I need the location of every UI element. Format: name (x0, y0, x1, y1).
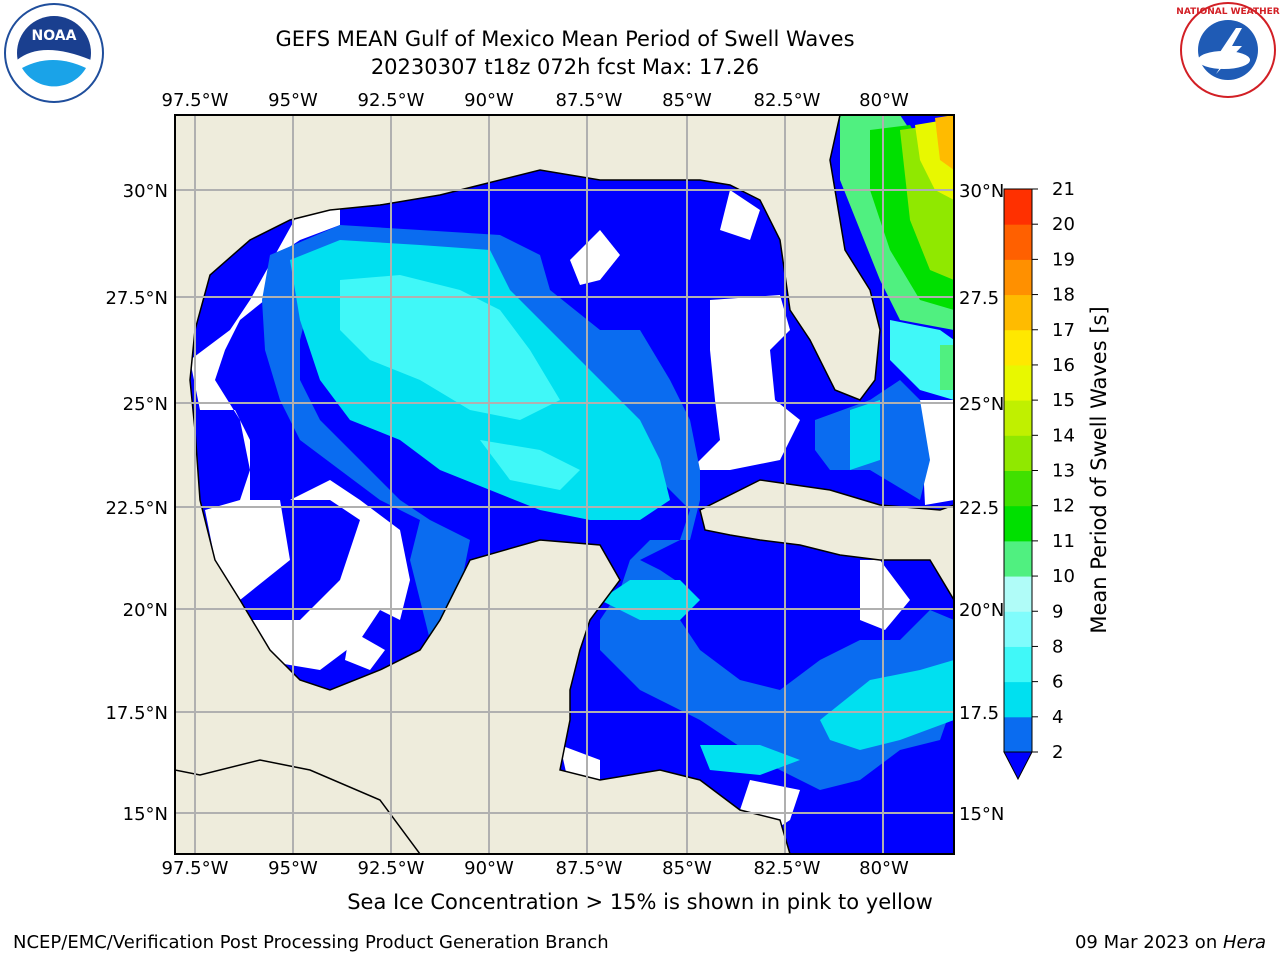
sea-ice-caption: Sea Ice Concentration > 15% is shown in … (347, 890, 933, 914)
colorbar-segment (1004, 224, 1032, 260)
lat-label: 20°N (123, 600, 168, 621)
lon-label: 97.5°W (162, 858, 229, 879)
colorbar-tick-label: 20 (1052, 214, 1075, 235)
lon-label: 85°W (662, 858, 712, 879)
lat-label: 22.5°N (105, 498, 168, 519)
colorbar-tick-label: 21 (1052, 179, 1075, 200)
lat-label: 25°N (123, 394, 168, 415)
colorbar-tick-label: 19 (1052, 249, 1075, 270)
lat-label: 30°N (959, 181, 1004, 202)
colorbar-tick-label: 8 (1052, 636, 1063, 657)
lat-labels-left: 30°N 27.5°N 25°N 22.5°N 20°N 17.5°N 15°N (105, 181, 168, 825)
colorbar-extend-arrow (1003, 751, 1033, 781)
lat-label: 22.5 (959, 498, 999, 519)
lon-label: 95°W (268, 858, 318, 879)
lon-label: 80°W (859, 858, 909, 879)
lon-label: 80°W (859, 90, 909, 111)
colorbar-segment (1004, 540, 1032, 577)
lon-label: 92.5°W (358, 90, 425, 111)
lon-label: 87.5°W (556, 90, 623, 111)
colorbar-tick-label: 17 (1052, 320, 1075, 341)
colorbar-segment (1004, 364, 1032, 401)
lon-label: 92.5°W (358, 858, 425, 879)
lon-label: 97.5°W (162, 90, 229, 111)
noaa-logo: NOAA (4, 3, 104, 103)
lat-label: 15°N (123, 804, 168, 825)
svg-text:NOAA: NOAA (32, 28, 77, 44)
lon-label: 87.5°W (556, 858, 623, 879)
colorbar-segment (1004, 470, 1032, 507)
lat-label: 17.5°N (105, 703, 168, 724)
lon-label: 90°W (464, 858, 514, 879)
lat-label: 27.5°N (105, 288, 168, 309)
lat-label: 27.5 (959, 288, 999, 309)
lon-label: 82.5°W (754, 90, 821, 111)
lon-label: 90°W (464, 90, 514, 111)
lon-labels-bottom: 97.5°W 95°W 92.5°W 90°W 87.5°W 85°W 82.5… (162, 858, 909, 879)
colorbar-tick-label: 4 (1052, 707, 1063, 728)
lat-label: 20°N (959, 600, 1004, 621)
lat-label: 17.5 (959, 703, 999, 724)
lon-label: 85°W (662, 90, 712, 111)
svg-text:NATIONAL WEATHER: NATIONAL WEATHER (1176, 7, 1279, 17)
colorbar-tick-label: 15 (1052, 390, 1075, 411)
colorbar-segment (1004, 505, 1032, 542)
lon-labels-top: 97.5°W 95°W 92.5°W 90°W 87.5°W 85°W 82.5… (162, 90, 909, 111)
colorbar-segment (1004, 329, 1032, 366)
footer-machine: Hera (1222, 932, 1266, 953)
lat-label: 15°N (959, 804, 1004, 825)
colorbar-segment (1004, 681, 1032, 718)
colorbar-label: Mean Period of Swell Waves [s] (1087, 306, 1111, 633)
lat-label: 25°N (959, 394, 1004, 415)
colorbar-segment (1004, 294, 1032, 331)
colorbar-tick-label: 14 (1052, 425, 1075, 446)
colorbar-tick-label: 10 (1052, 566, 1075, 587)
colorbar-tick-label: 13 (1052, 461, 1075, 482)
colorbar-tick-label: 12 (1052, 496, 1075, 517)
gridlines (175, 115, 954, 854)
lat-labels-right: 30°N 27.5 25°N 22.5 20°N 17.5 15°N (959, 181, 1004, 825)
colorbar-segment (1004, 611, 1032, 647)
colorbar-tick-label: 6 (1052, 672, 1063, 693)
land-masses (175, 115, 954, 854)
colorbar-segment (1004, 576, 1032, 612)
lon-label: 82.5°W (754, 858, 821, 879)
footer-credit: NCEP/EMC/Verification Post Processing Pr… (13, 932, 609, 953)
colorbar-tick-label: 11 (1052, 531, 1075, 552)
colorbar: 2 4 6 8 9 10 11 12 13 14 15 16 17 18 19 20 21 (1003, 179, 1075, 763)
colorbar-tick-label: 2 (1052, 742, 1063, 763)
map-frame (174, 114, 955, 855)
swell-period-16-17s (935, 115, 954, 170)
colorbar-segment (1004, 435, 1032, 471)
plot-subtitle: 20230307 t18z 072h fcst Max: 17.26 (370, 55, 760, 79)
colorbar-segment (1004, 259, 1032, 296)
colorbar-segment (1004, 646, 1032, 683)
colorbar-tick-label: 9 (1052, 601, 1063, 622)
colorbar-segment (1004, 716, 1032, 753)
colorbar-tick-label: 16 (1052, 355, 1075, 376)
national-weather-service-logo: NATIONAL WEATHER (1176, 2, 1280, 98)
footer-date: 09 Mar 2023 on (1074, 932, 1223, 953)
colorbar-segment (1004, 189, 1032, 225)
lon-label: 95°W (268, 90, 318, 111)
colorbar-segment (1004, 400, 1032, 436)
plot-title: GEFS MEAN Gulf of Mexico Mean Period of … (275, 27, 855, 51)
colorbar-tick-label: 18 (1052, 285, 1075, 306)
lat-label: 30°N (123, 181, 168, 202)
